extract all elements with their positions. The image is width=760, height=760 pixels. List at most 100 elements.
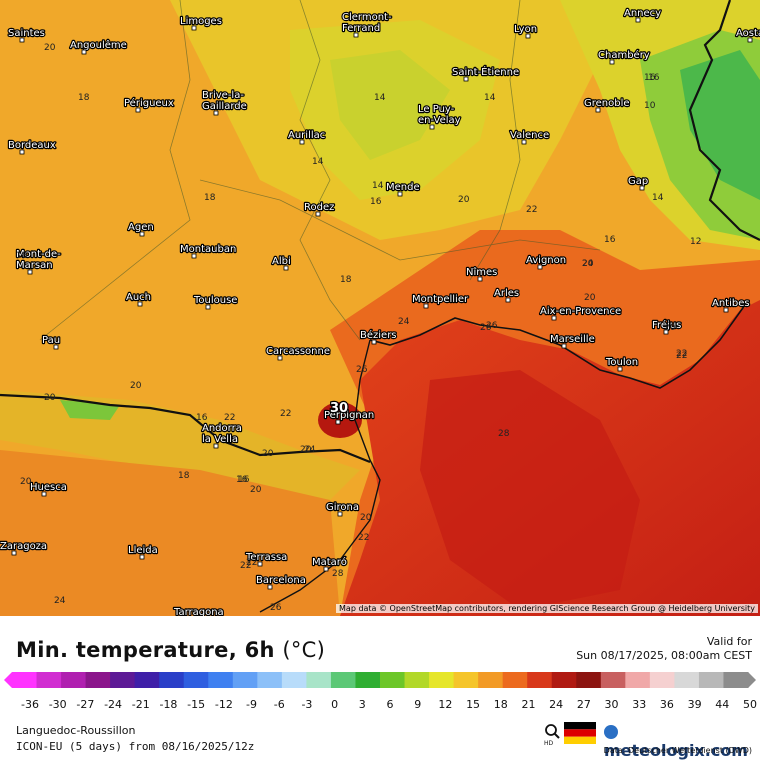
city-mont-de-marsan: Mont-de-Marsan [16, 249, 61, 271]
scale-swatch [527, 672, 553, 688]
scale-swatch [429, 672, 455, 688]
scale-swatch [159, 672, 185, 688]
city-marker [213, 443, 219, 449]
city-agen: Agen [128, 222, 154, 233]
city-auch: Auch [126, 292, 151, 303]
city-marker [537, 264, 543, 270]
scale-swatch [330, 672, 356, 688]
isotherm-label: 22 [676, 351, 687, 361]
isotherm-label: 22 [676, 349, 687, 359]
isotherm-label: 30 [330, 401, 348, 416]
city-p-rigueux: Périgueux [124, 97, 174, 109]
scale-tick-label: -9 [246, 698, 257, 710]
isotherm-label: 18 [16, 251, 28, 261]
city-marker [139, 231, 145, 237]
city-marker [19, 37, 25, 43]
city-carcassonne: Carcassonne [266, 346, 330, 357]
scale-tick-label: -21 [132, 698, 150, 710]
city-marker [205, 304, 211, 310]
isotherm-label: 22 [240, 561, 251, 571]
title-text: Min. temperature, 6h [16, 638, 275, 662]
city-arles: Arles [494, 288, 519, 299]
city-marker [463, 76, 469, 82]
brand-name: meteologix.com [604, 741, 748, 760]
city-marker [191, 253, 197, 259]
isotherm-label: 18 [204, 193, 216, 203]
isotherm-label: 24 [398, 317, 410, 327]
scale-swatch [36, 672, 62, 688]
isotherm-label: 10 [644, 101, 656, 111]
border-france-italy [688, 0, 760, 241]
scale-tick-label: 12 [438, 698, 452, 710]
city-marker [639, 185, 645, 191]
scale-swatch [232, 672, 258, 688]
cool-zone [330, 50, 450, 160]
city-marker [137, 301, 143, 307]
city-marker [525, 33, 531, 39]
city-marker [213, 110, 219, 116]
scale-swatch [502, 672, 528, 688]
city-lyon: Lyon [514, 24, 537, 35]
scale-tick-label: 15 [466, 698, 480, 710]
scale-left-arrow [4, 672, 12, 688]
color-scale: -36 -30 -27 -24 -21 -18 -15 -12 -9 -6 -3 0 3 6 9 12 15 18… [4, 672, 757, 710]
data-source: Data: Deutscher Wetterdienst (DWD) [603, 746, 752, 755]
isotherm-label: 16 [196, 413, 208, 423]
scale-swatch [600, 672, 626, 688]
isotherm-label: 26 [486, 321, 498, 331]
valid-label: Valid for [706, 635, 752, 648]
scale-tick-label: -12 [215, 698, 233, 710]
city-marker [53, 344, 59, 350]
isotherm-label: 22 [224, 413, 235, 423]
isotherm-label: 26 [270, 603, 282, 613]
temperature-map[interactable]: Saintes Angoulême Limoges Clermont-Ferrand L… [0, 0, 760, 616]
city-marker [353, 32, 359, 38]
hd-zoom-icon[interactable]: HD [542, 722, 562, 746]
valid-time: Sun 08/17/2025, 08:00am CEST [576, 649, 752, 662]
city-bordeaux: Bordeaux [8, 140, 56, 151]
isotherm-label: 14 [374, 93, 386, 103]
isotherm-label: 20 [360, 513, 372, 523]
scale-tick-label: -18 [159, 698, 177, 710]
scale-tick-label: -3 [301, 698, 312, 710]
scale-tick-label: 50 [743, 698, 757, 710]
scale-tick-label: -36 [21, 698, 39, 710]
isotherm-label: 28 [332, 569, 344, 579]
scale-swatch [257, 672, 283, 688]
scale-swatch [674, 672, 700, 688]
scale-swatch [281, 672, 307, 688]
city-marker [561, 343, 567, 349]
city-saint-tienne: Saint-Étienne [452, 65, 519, 78]
city-marker [335, 419, 341, 425]
map-title: Min. temperature, 6h (°C) [16, 638, 325, 662]
scale-tick-label: -6 [274, 698, 285, 710]
city-n-mes: Nîmes [466, 266, 497, 278]
city-lleida: Lleida [128, 545, 158, 556]
city-marker [19, 149, 25, 155]
isotherm-label: 18 [340, 275, 352, 285]
isotherm-label: 12 [690, 237, 701, 247]
scale-tick-label: 30 [605, 698, 619, 710]
scale-swatch [576, 672, 602, 688]
city-pau: Pau [42, 335, 60, 346]
isotherm-label: 14 [652, 193, 664, 203]
isotherm-label: 16 [370, 197, 382, 207]
city-terrassa: Terrassa [245, 552, 287, 563]
city-montauban: Montauban [180, 244, 236, 255]
brand-logo[interactable]: meteologix.com [604, 722, 760, 760]
city-marker [27, 269, 33, 275]
scale-tick-label: 24 [549, 698, 563, 710]
city-marker [371, 339, 377, 345]
city-montpellier: Montpellier [412, 294, 469, 305]
city-tarragona: Tarragona [173, 607, 224, 616]
scale-tick-label: 3 [359, 698, 366, 710]
germany-flag-icon [564, 722, 596, 744]
city-barcelona: Barcelona [256, 575, 306, 586]
city-brive-la-gaillarde: Brive-la-Gaillarde [202, 90, 247, 112]
region-name: Languedoc-Roussillon [16, 724, 136, 737]
city-aosta: Aosta [736, 28, 760, 39]
scale-tick-label: 6 [387, 698, 394, 710]
isotherm-label: 26 [480, 323, 492, 333]
scale-swatch [134, 672, 160, 688]
